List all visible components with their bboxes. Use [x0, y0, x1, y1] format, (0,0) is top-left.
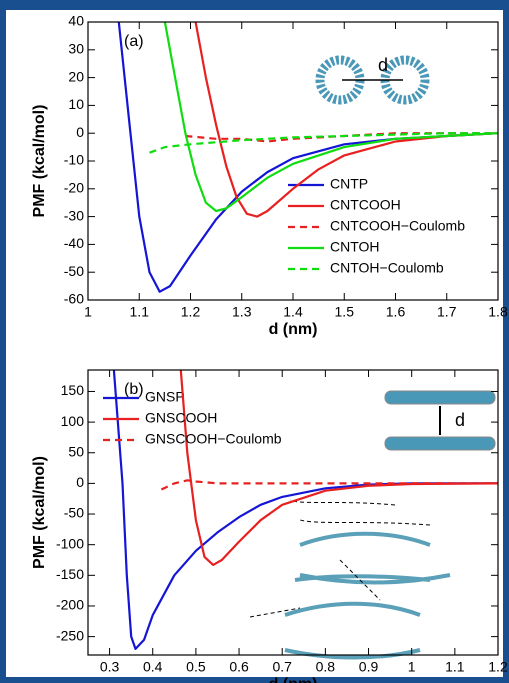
x-tick-label: 0.3 — [100, 659, 120, 675]
y-tick-label: -10 — [64, 152, 84, 168]
x-tick-label: 0.5 — [186, 659, 206, 675]
y-tick-label: 100 — [61, 413, 85, 429]
y-tick-label: 0 — [76, 474, 84, 490]
x-tick-label: 0.6 — [229, 659, 249, 675]
x-tick-label: 1.1 — [130, 304, 150, 320]
legend-label: CNTOH — [330, 239, 380, 255]
x-tick-label: 1.4 — [283, 304, 303, 320]
y-tick-label: 10 — [68, 96, 84, 112]
legend-label: CNTP — [330, 176, 368, 192]
legend-label: CNTOH−Coulomb — [330, 260, 444, 276]
x-tick-label: 1.2 — [488, 659, 508, 675]
panel-label: (a) — [124, 33, 144, 50]
x-tick-label: 0.9 — [359, 659, 379, 675]
legend-label: GNSCOOH−Coulomb — [145, 431, 282, 447]
x-tick-label: 1.6 — [386, 304, 406, 320]
x-tick-label: 0.8 — [316, 659, 336, 675]
x-tick-label: 1.3 — [232, 304, 252, 320]
x-tick-label: 1 — [408, 659, 416, 675]
sheet — [385, 437, 495, 450]
y-tick-label: -60 — [64, 291, 84, 307]
legend-label: GNSP — [145, 389, 185, 405]
panel-label: (b) — [124, 381, 144, 398]
y-tick-label: -50 — [64, 505, 84, 521]
x-tick-label: 1.5 — [335, 304, 355, 320]
inset-label: d — [455, 410, 465, 430]
y-tick-label: -150 — [56, 566, 84, 582]
y-tick-label: -40 — [64, 235, 84, 251]
x-tick-label: 1.1 — [445, 659, 465, 675]
legend-label: CNTCOOH−Coulomb — [330, 218, 465, 234]
x-tick-label: 0.4 — [143, 659, 163, 675]
sheet — [385, 391, 495, 404]
y-tick-label: 30 — [68, 41, 84, 57]
y-tick-label: -100 — [56, 535, 84, 551]
inset-label: d — [378, 55, 388, 75]
legend-label: CNTCOOH — [330, 197, 401, 213]
y-tick-label: 40 — [68, 13, 84, 29]
y-tick-label: -250 — [56, 627, 84, 643]
page: -60-50-40-30-20-1001020304011.11.21.31.4… — [0, 0, 509, 683]
figure: -60-50-40-30-20-1001020304011.11.21.31.4… — [0, 0, 509, 683]
y-tick-label: -200 — [56, 597, 84, 613]
y-axis-label: PMF (kcal/mol) — [31, 456, 48, 569]
y-axis-label: PMF (kcal/mol) — [31, 105, 48, 218]
legend-label: GNSCOOH — [145, 410, 217, 426]
x-axis-label: d (nm) — [269, 321, 318, 338]
y-tick-label: -50 — [64, 263, 84, 279]
y-tick-label: 0 — [76, 124, 84, 140]
x-tick-label: 1.2 — [181, 304, 201, 320]
y-tick-label: 150 — [61, 382, 85, 398]
x-tick-label: 0.7 — [272, 659, 292, 675]
y-tick-label: 50 — [68, 443, 84, 459]
x-tick-label: 1.7 — [437, 304, 457, 320]
x-axis-label: d (nm) — [269, 676, 318, 683]
y-tick-label: 20 — [68, 68, 84, 84]
x-tick-label: 1 — [84, 304, 92, 320]
y-tick-label: -30 — [64, 207, 84, 223]
x-tick-label: 1.8 — [488, 304, 508, 320]
y-tick-label: -20 — [64, 180, 84, 196]
